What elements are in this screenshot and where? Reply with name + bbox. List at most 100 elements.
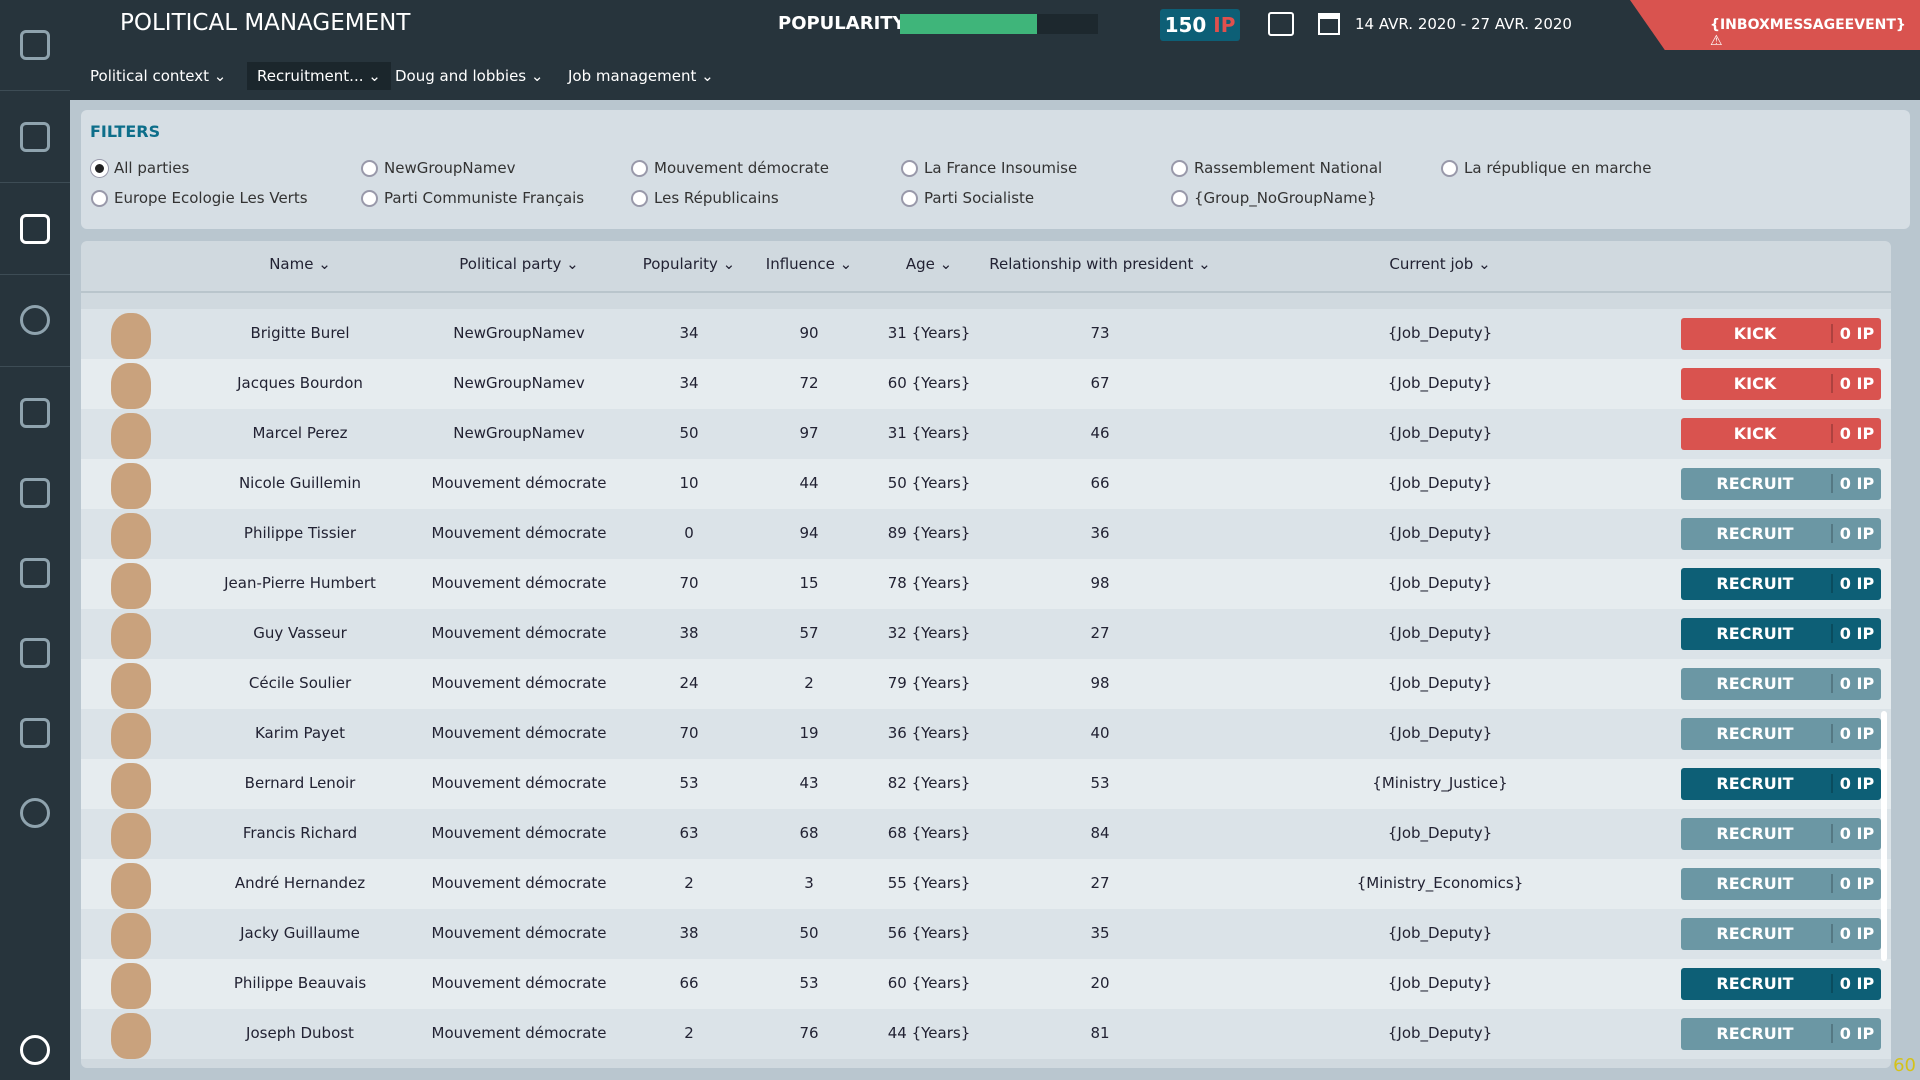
- nav-icon[interactable]: [20, 798, 50, 828]
- button-label: KICK: [1733, 424, 1777, 443]
- action-button[interactable]: RECRUIT 0 IP: [1681, 568, 1881, 600]
- cell: 46: [1090, 424, 1110, 442]
- avatar: [111, 513, 151, 559]
- tasks-icon[interactable]: [1268, 12, 1294, 36]
- action-button[interactable]: RECRUIT 0 IP: [1681, 1018, 1881, 1050]
- filter-option[interactable]: La république en marche: [1441, 159, 1651, 177]
- action-button[interactable]: RECRUIT 0 IP: [1681, 918, 1881, 950]
- action-button[interactable]: RECRUIT 0 IP: [1681, 768, 1881, 800]
- filter-label: Parti Socialiste: [924, 189, 1035, 207]
- nav-icon[interactable]: [20, 214, 50, 244]
- action-button[interactable]: KICK 0 IP: [1681, 368, 1881, 400]
- avatar: [111, 663, 151, 709]
- filter-option[interactable]: Rassemblement National: [1171, 159, 1382, 177]
- action-button[interactable]: RECRUIT 0 IP: [1681, 668, 1881, 700]
- column-header[interactable]: Name ⌄: [269, 255, 331, 273]
- avatar: [111, 963, 151, 1009]
- cell: {Job_Deputy}: [1387, 674, 1493, 692]
- cell: 94: [799, 524, 819, 542]
- action-button[interactable]: RECRUIT 0 IP: [1681, 818, 1881, 850]
- scrollbar: [1881, 711, 1887, 961]
- column-header[interactable]: Age ⌄: [905, 255, 953, 273]
- cell: NewGroupNamev: [453, 324, 585, 342]
- cell: 84: [1090, 824, 1110, 842]
- cell: 32 {Years}: [887, 624, 971, 642]
- button-label: RECRUIT: [1716, 974, 1794, 993]
- filter-option[interactable]: Parti Communiste Français: [361, 189, 584, 207]
- filter-option[interactable]: La France Insoumise: [901, 159, 1077, 177]
- cell: Mouvement démocrate: [431, 724, 607, 742]
- event-banner[interactable]: {INBOXMESSAGEEVENT} ⚠: [1630, 0, 1920, 50]
- button-cost: 0 IP: [1831, 1024, 1881, 1043]
- cell: 20: [1090, 974, 1110, 992]
- nav-icon[interactable]: [20, 478, 50, 508]
- table-row: Jacky Guillaume Mouvement démocrate 38 50 56…: [81, 909, 1891, 959]
- cell: 97: [799, 424, 819, 442]
- tab[interactable]: Doug and lobbies ⌄: [395, 67, 544, 85]
- column-header[interactable]: Political party ⌄: [459, 255, 579, 273]
- filter-option[interactable]: All parties: [91, 159, 189, 177]
- cell: 68 {Years}: [887, 824, 971, 842]
- nav-icon[interactable]: [20, 122, 50, 152]
- cell: 27: [1090, 874, 1110, 892]
- avatar: [111, 813, 151, 859]
- ip-counter: 150 IP: [1160, 9, 1240, 41]
- nav-icon[interactable]: [20, 718, 50, 748]
- filter-label: NewGroupNamev: [384, 159, 516, 177]
- cell: 24: [679, 674, 699, 692]
- button-cost: 0 IP: [1831, 674, 1881, 693]
- filter-option[interactable]: Les Républicains: [631, 189, 779, 207]
- filter-label: All parties: [114, 159, 190, 177]
- avatar: [111, 613, 151, 659]
- filter-option[interactable]: NewGroupNamev: [361, 159, 516, 177]
- nav-icon[interactable]: [20, 398, 50, 428]
- tab[interactable]: Recruitment... ⌄: [247, 62, 391, 90]
- cell: 38: [679, 624, 699, 642]
- ip-unit: IP: [1213, 13, 1236, 37]
- action-button[interactable]: KICK 0 IP: [1681, 318, 1881, 350]
- calendar-icon[interactable]: [1318, 13, 1340, 35]
- tab[interactable]: Job management ⌄: [568, 67, 714, 85]
- cell: 76: [799, 1024, 819, 1042]
- cell: Cécile Soulier: [248, 674, 352, 692]
- filter-label: Parti Communiste Français: [384, 189, 585, 207]
- cell: 98: [1090, 574, 1110, 592]
- column-header[interactable]: Popularity ⌄: [642, 255, 736, 273]
- cell: 36: [1090, 524, 1110, 542]
- action-button[interactable]: RECRUIT 0 IP: [1681, 618, 1881, 650]
- radio: [1171, 160, 1188, 177]
- action-button[interactable]: RECRUIT 0 IP: [1681, 468, 1881, 500]
- cell: Mouvement démocrate: [431, 474, 607, 492]
- filters-title: FILTERS: [90, 122, 161, 141]
- action-button[interactable]: RECRUIT 0 IP: [1681, 518, 1881, 550]
- settings-icon[interactable]: [20, 1035, 50, 1065]
- action-button[interactable]: RECRUIT 0 IP: [1681, 968, 1881, 1000]
- filter-option[interactable]: Mouvement démocrate: [631, 159, 829, 177]
- cell: 3: [804, 874, 814, 892]
- table-row: Joseph Dubost Mouvement démocrate 2 76 44 {Y…: [81, 1009, 1891, 1059]
- action-button[interactable]: RECRUIT 0 IP: [1681, 718, 1881, 750]
- filter-option[interactable]: Parti Socialiste: [901, 189, 1034, 207]
- cell: 2: [684, 1024, 694, 1042]
- cell: 2: [804, 674, 814, 692]
- ip-value: 150: [1164, 13, 1207, 37]
- button-label: RECRUIT: [1716, 774, 1794, 793]
- column-header[interactable]: Influence ⌄: [765, 255, 853, 273]
- nav-icon[interactable]: [20, 305, 50, 335]
- cell: 68: [799, 824, 819, 842]
- column-header[interactable]: Relationship with president ⌄: [989, 255, 1211, 273]
- nav-icon[interactable]: [20, 558, 50, 588]
- cell: {Job_Deputy}: [1387, 924, 1493, 942]
- cell: Marcel Perez: [252, 424, 348, 442]
- nav-icon[interactable]: [20, 30, 50, 60]
- tab[interactable]: Political context ⌄: [90, 67, 227, 85]
- nav-icon[interactable]: [20, 638, 50, 668]
- avatar: [111, 913, 151, 959]
- column-header[interactable]: Current job ⌄: [1389, 255, 1491, 273]
- filter-option[interactable]: {Group_NoGroupName}: [1171, 189, 1377, 207]
- action-button[interactable]: RECRUIT 0 IP: [1681, 868, 1881, 900]
- action-button[interactable]: KICK 0 IP: [1681, 418, 1881, 450]
- filter-option[interactable]: Europe Ecologie Les Verts: [91, 189, 308, 207]
- cell: 34: [679, 324, 699, 342]
